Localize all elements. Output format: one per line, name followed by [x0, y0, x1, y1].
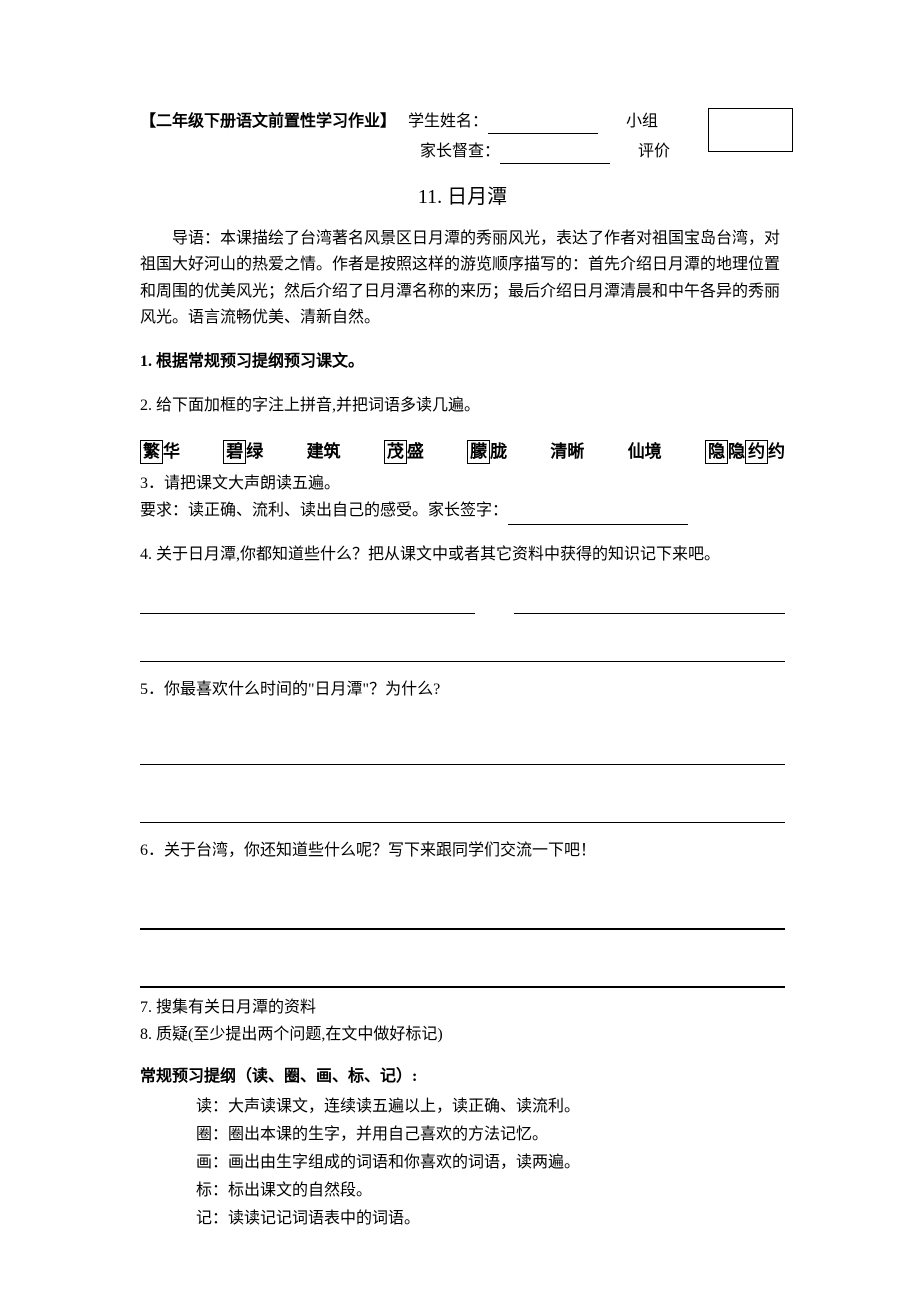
word-item: 隐隐约约 — [705, 439, 785, 465]
answer-line[interactable] — [140, 791, 785, 823]
question-3-line2: 要求：读正确、流利、读出自己的感受。家长签字： — [140, 497, 785, 524]
outline-title: 常规预习提纲（读、圈、画、标、记）: — [140, 1065, 785, 1089]
word-item: 繁华 — [140, 439, 180, 465]
answer-line[interactable] — [140, 948, 785, 988]
worksheet-header: 【二年级下册语文前置性学习作业】 学生姓名： 小组 家长督查： 评价 — [140, 110, 785, 164]
parent-check-blank[interactable] — [500, 146, 610, 164]
student-name-label: 学生姓名： — [408, 110, 488, 134]
outline-item: 画：画出由生字组成的词语和你喜欢的词语，读两遍。 — [140, 1149, 785, 1177]
question-6: 6．关于台湾，你还知道些什么呢？写下来跟同学们交流一下吧！ — [140, 837, 785, 864]
word-item: 茂盛 — [384, 439, 424, 465]
student-name-blank[interactable] — [488, 116, 598, 134]
answer-line[interactable] — [140, 630, 785, 662]
vocabulary-row: 繁华 碧绿 建筑 茂盛 朦胧 清晰 仙境 隐隐约约 — [140, 439, 785, 465]
group-label: 小组 — [626, 110, 658, 134]
question-7: 7. 搜集有关日月潭的资料 — [140, 994, 785, 1021]
question-5: 5．你最喜欢什么时间的"日月潭"？为什么? — [140, 676, 785, 703]
outline-item: 记：读读记记词语表中的词语。 — [140, 1205, 785, 1233]
answer-line[interactable] — [140, 586, 785, 614]
answer-line[interactable] — [140, 890, 785, 930]
assignment-title: 【二年级下册语文前置性学习作业】 — [140, 110, 396, 134]
question-3-line1: 3．请把课文大声朗读五遍。 — [140, 470, 785, 497]
lesson-title: 11. 日月潭 — [140, 182, 785, 212]
outline-item: 标：标出课文的自然段。 — [140, 1177, 785, 1205]
rating-box[interactable] — [708, 108, 793, 152]
word-item: 清晰 — [550, 439, 584, 465]
parent-sign-blank[interactable] — [508, 507, 688, 525]
rating-label: 评价 — [638, 140, 670, 164]
outline-item: 读：大声读课文，连续读五遍以上，读正确、读流利。 — [140, 1093, 785, 1121]
outline-item: 圈：圈出本课的生字，并用自己喜欢的方法记忆。 — [140, 1121, 785, 1149]
question-1: 1. 根据常规预习提纲预习课文。 — [140, 350, 785, 374]
word-item: 仙境 — [628, 439, 662, 465]
word-item: 建筑 — [307, 439, 341, 465]
question-4: 4. 关于日月潭,你都知道些什么？把从课文中或者其它资料中获得的知识记下来吧。 — [140, 541, 785, 568]
word-item: 碧绿 — [223, 439, 263, 465]
question-8: 8. 质疑(至少提出两个问题,在文中做好标记) — [140, 1021, 785, 1048]
answer-line[interactable] — [140, 733, 785, 765]
question-2: 2. 给下面加框的字注上拼音,并把词语多读几遍。 — [140, 392, 785, 419]
lesson-intro: 导语：本课描绘了台湾著名风景区日月潭的秀丽风光，表达了作者对祖国宝岛台湾，对祖国… — [140, 226, 785, 332]
word-item: 朦胧 — [467, 439, 507, 465]
parent-check-label: 家长督查： — [420, 140, 500, 164]
